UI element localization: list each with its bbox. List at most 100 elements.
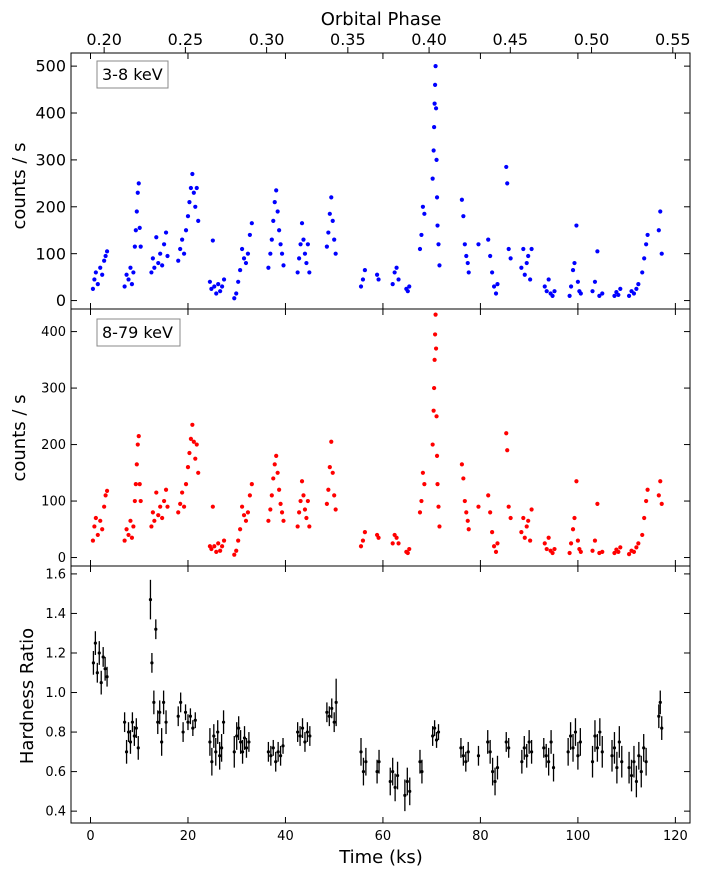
hardness-point bbox=[235, 734, 239, 738]
hardness-point bbox=[568, 734, 573, 738]
hard-band-point bbox=[271, 476, 276, 481]
hard-band-point bbox=[277, 487, 282, 492]
hard-band-point bbox=[193, 456, 198, 461]
soft-band-point bbox=[362, 267, 368, 273]
hard-band-point bbox=[434, 414, 439, 419]
soft-band-point bbox=[528, 277, 533, 282]
soft-band-point bbox=[519, 265, 524, 270]
hard-band-point bbox=[181, 504, 187, 509]
hard-band-point bbox=[466, 527, 471, 532]
soft-band-point bbox=[193, 204, 198, 209]
hard-band-point bbox=[495, 541, 500, 546]
hardness-point bbox=[276, 750, 280, 754]
soft-band-point bbox=[304, 260, 309, 266]
soft-band-point bbox=[305, 242, 310, 247]
hardness-point bbox=[164, 720, 168, 724]
hardness-point bbox=[600, 750, 604, 754]
hardness-point bbox=[232, 750, 236, 754]
hard-band-point bbox=[232, 552, 237, 557]
hardness-point bbox=[186, 720, 190, 724]
hard-band-point bbox=[642, 515, 647, 521]
soft-band-point bbox=[152, 265, 157, 270]
soft-band-point bbox=[188, 185, 194, 191]
hardness-point bbox=[247, 740, 251, 744]
hardness-point bbox=[308, 734, 312, 738]
hard-band-point bbox=[568, 541, 574, 546]
soft-band-point bbox=[232, 296, 237, 301]
badge-hard-text: 8-79 keV bbox=[102, 323, 173, 342]
soft-band-point bbox=[216, 282, 221, 287]
soft-band-point bbox=[570, 267, 576, 273]
hard-band-point bbox=[504, 431, 509, 436]
hardness-point bbox=[221, 720, 226, 724]
soft-band-point bbox=[93, 270, 98, 275]
soft-band-point bbox=[100, 272, 105, 277]
soft-band-point bbox=[180, 237, 185, 242]
soft-band-point bbox=[297, 256, 302, 261]
soft-band-point bbox=[544, 289, 549, 294]
soft-band-point bbox=[103, 253, 108, 259]
hard-band-point bbox=[304, 515, 309, 521]
hardness-point bbox=[132, 734, 136, 738]
y-tick-label: 1.4 bbox=[45, 607, 66, 622]
y-axis-label-hardness: Hardness Ratio bbox=[17, 628, 38, 764]
hardness-point bbox=[148, 598, 153, 602]
top-tick-label: 0.25 bbox=[168, 30, 204, 49]
hardness-point bbox=[101, 655, 105, 659]
hardness-point bbox=[617, 740, 621, 744]
hardness-point bbox=[520, 760, 524, 764]
hard-band-point bbox=[216, 541, 221, 546]
hard-band-point bbox=[187, 450, 192, 456]
soft-band-point bbox=[236, 279, 241, 284]
hard-band-point bbox=[542, 541, 547, 546]
hardness-point bbox=[391, 770, 395, 774]
hardness-point bbox=[220, 746, 224, 750]
hard-band-point bbox=[616, 549, 621, 554]
hard-band-point bbox=[464, 510, 469, 515]
soft-band-point bbox=[307, 270, 312, 275]
soft-band-point bbox=[243, 260, 249, 266]
hardness-point bbox=[97, 651, 101, 655]
soft-band-point bbox=[333, 251, 338, 256]
soft-band-point bbox=[238, 267, 243, 273]
hardness-point bbox=[158, 710, 162, 714]
x-tick-label: 100 bbox=[565, 829, 590, 844]
y-tick-label: 200 bbox=[35, 197, 66, 216]
hardness-point bbox=[134, 726, 138, 730]
soft-band-point bbox=[98, 265, 103, 270]
hard-band-point bbox=[307, 524, 312, 529]
soft-band-point bbox=[133, 228, 138, 233]
hardness-point bbox=[305, 730, 309, 734]
soft-band-point bbox=[183, 228, 189, 233]
hard-band-point bbox=[575, 538, 580, 543]
hardness-point bbox=[216, 730, 220, 734]
hard-band-point bbox=[358, 544, 364, 549]
soft-band-point bbox=[268, 251, 273, 256]
hard-band-point bbox=[431, 408, 436, 413]
hard-band-point bbox=[90, 538, 96, 543]
y-tick-label: 0 bbox=[56, 291, 66, 310]
x-tick-label: 80 bbox=[472, 829, 489, 844]
hardness-point bbox=[529, 750, 534, 754]
y-tick-label: 1.2 bbox=[45, 647, 66, 662]
hardness-point bbox=[278, 754, 283, 758]
hard-band-point bbox=[435, 481, 440, 487]
hardness-point bbox=[325, 710, 329, 714]
hardness-point bbox=[124, 750, 129, 754]
hard-band-point bbox=[578, 549, 583, 554]
hard-band-point bbox=[508, 515, 513, 521]
soft-band-point bbox=[631, 291, 637, 296]
hardness-point bbox=[627, 766, 631, 770]
soft-band-point bbox=[504, 164, 509, 170]
hardness-point bbox=[634, 779, 638, 784]
hard-band-point bbox=[436, 504, 441, 509]
hard-band-point bbox=[528, 538, 533, 543]
hardness-point bbox=[298, 734, 302, 738]
hardness-point bbox=[418, 760, 422, 764]
soft-band-point bbox=[521, 246, 526, 252]
soft-band-point bbox=[396, 277, 401, 282]
hardness-point bbox=[566, 750, 570, 754]
soft-band-point bbox=[137, 225, 142, 230]
soft-band-point bbox=[219, 284, 225, 289]
hardness-point bbox=[576, 754, 580, 758]
